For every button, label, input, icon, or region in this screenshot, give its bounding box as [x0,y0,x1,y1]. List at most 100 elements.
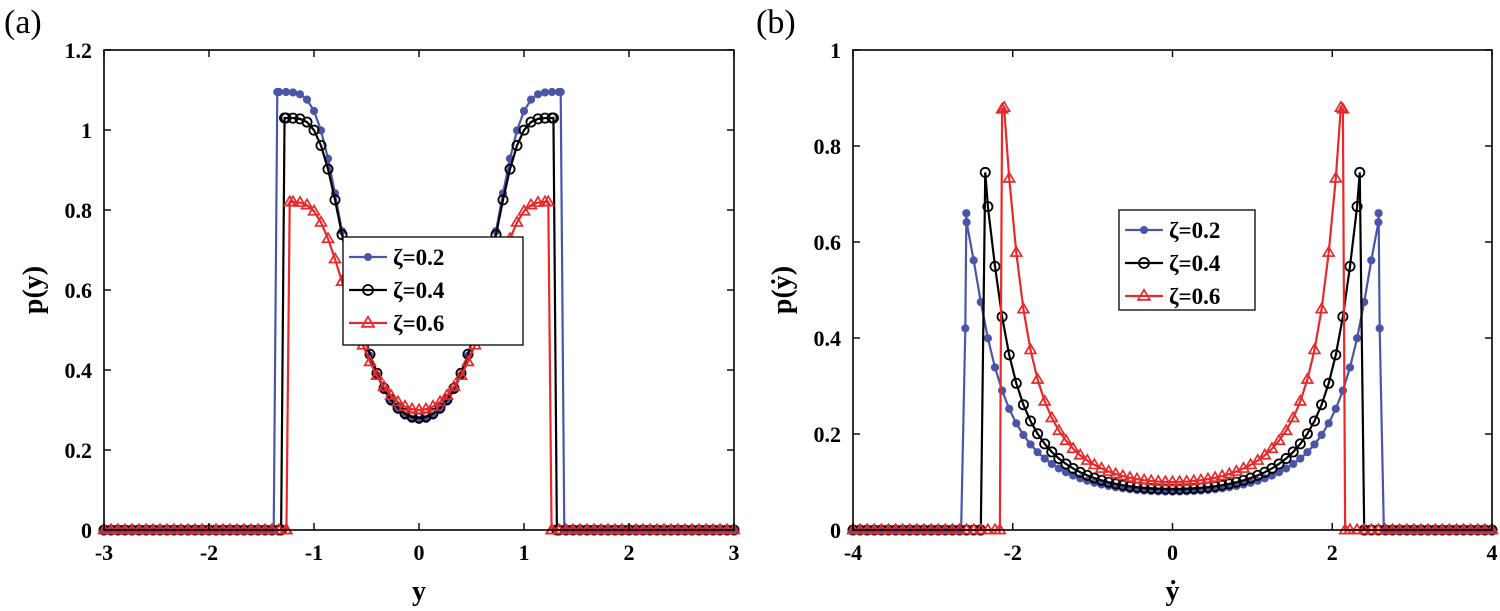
data-point [274,87,284,97]
data-point [1442,522,1457,535]
x-tick-label: -2 [1004,540,1022,565]
data-point [981,522,995,535]
legend-entry: ζ=0.4 [349,278,445,303]
x-tick-label: -3 [95,540,113,565]
chart-panel-a: -3 -2 -1 0 1 2 300.20.40.60.811.2yp(y)ζ=0.2ζ=0… [18,38,741,607]
data-point [1026,440,1035,449]
data-point [962,218,971,227]
legend-label: ζ=0.6 [393,311,444,336]
x-tick-label: 0 [414,540,425,565]
data-point [1272,433,1286,446]
data-point [1456,522,1471,535]
data-point [307,203,321,216]
data-point [860,522,875,535]
data-point [982,201,994,213]
data-point [1331,404,1340,413]
data-point [202,522,216,535]
x-tick-label: -4 [844,540,862,565]
data-point [244,522,258,535]
x-tick-label: -1 [305,540,323,565]
data-point [1364,522,1379,535]
data-point [910,522,924,535]
data-point [594,522,608,535]
data-point [293,195,307,207]
data-point [541,194,556,207]
data-point [1059,433,1073,446]
data-point [1344,260,1356,272]
legend-label: ζ=0.2 [1169,218,1220,243]
data-point [556,87,565,97]
data-point [1115,468,1130,481]
data-point [1330,349,1342,361]
legend: ζ=0.2 ζ=0.4 ζ=0.6 [1118,209,1256,311]
data-point [497,194,509,206]
data-point [1314,301,1329,314]
data-point [1130,471,1144,484]
data-point [636,522,650,535]
y-tick-label: 1 [830,38,841,63]
data-point [1303,448,1312,457]
data-point [1367,256,1376,265]
data-point [1323,377,1335,389]
data-point [1094,461,1109,473]
panel-label-a: (a) [4,4,42,41]
data-point [188,522,202,535]
data-point [104,522,118,535]
data-point [153,522,167,535]
data-point [1012,419,1021,428]
data-point [1037,394,1052,406]
data-point [952,522,967,535]
data-point [336,229,348,241]
data-point [1350,522,1364,535]
data-point [1336,101,1350,114]
data-point [1165,474,1180,487]
data-point [895,522,910,535]
data-point [1294,438,1306,450]
data-point [1172,474,1187,487]
data-point [286,194,300,207]
data-point [608,522,622,535]
data-point [518,124,530,136]
data-point [547,87,557,97]
data-point [308,124,320,136]
data-point [287,112,299,124]
data-point [1316,399,1328,411]
data-point [1351,201,1363,213]
data-point [995,101,1009,114]
data-point [370,368,384,381]
data-point [510,215,524,227]
data-point [1296,454,1305,463]
data-point [706,522,720,535]
data-point [1324,419,1333,428]
data-point [601,522,615,535]
data-point [973,522,988,535]
data-point [301,116,313,128]
legend-marker [362,284,374,296]
data-point [398,399,412,411]
data-point [1159,483,1171,495]
data-point [295,90,305,99]
data-point [615,522,629,535]
data-point [1374,209,1383,218]
data-point [302,95,312,104]
data-point [1300,372,1315,384]
data-point [1088,472,1100,484]
panel-label-b: (b) [756,4,796,41]
data-point [511,140,523,152]
y-tick-label: 0.2 [65,438,93,463]
data-point [1044,410,1059,423]
data-point [1470,522,1485,535]
data-point [329,194,341,206]
data-point [531,195,545,207]
data-point [1096,474,1108,486]
data-point [1186,473,1201,486]
data-point [1010,377,1022,389]
y-axis-title: p(ẏ) [767,266,798,314]
data-point [1017,399,1029,411]
data-point [461,354,475,367]
data-point [931,522,946,535]
data-point [309,106,319,116]
data-point [392,402,404,414]
data-point [1385,522,1400,535]
legend-label: ζ=0.4 [1169,251,1221,276]
